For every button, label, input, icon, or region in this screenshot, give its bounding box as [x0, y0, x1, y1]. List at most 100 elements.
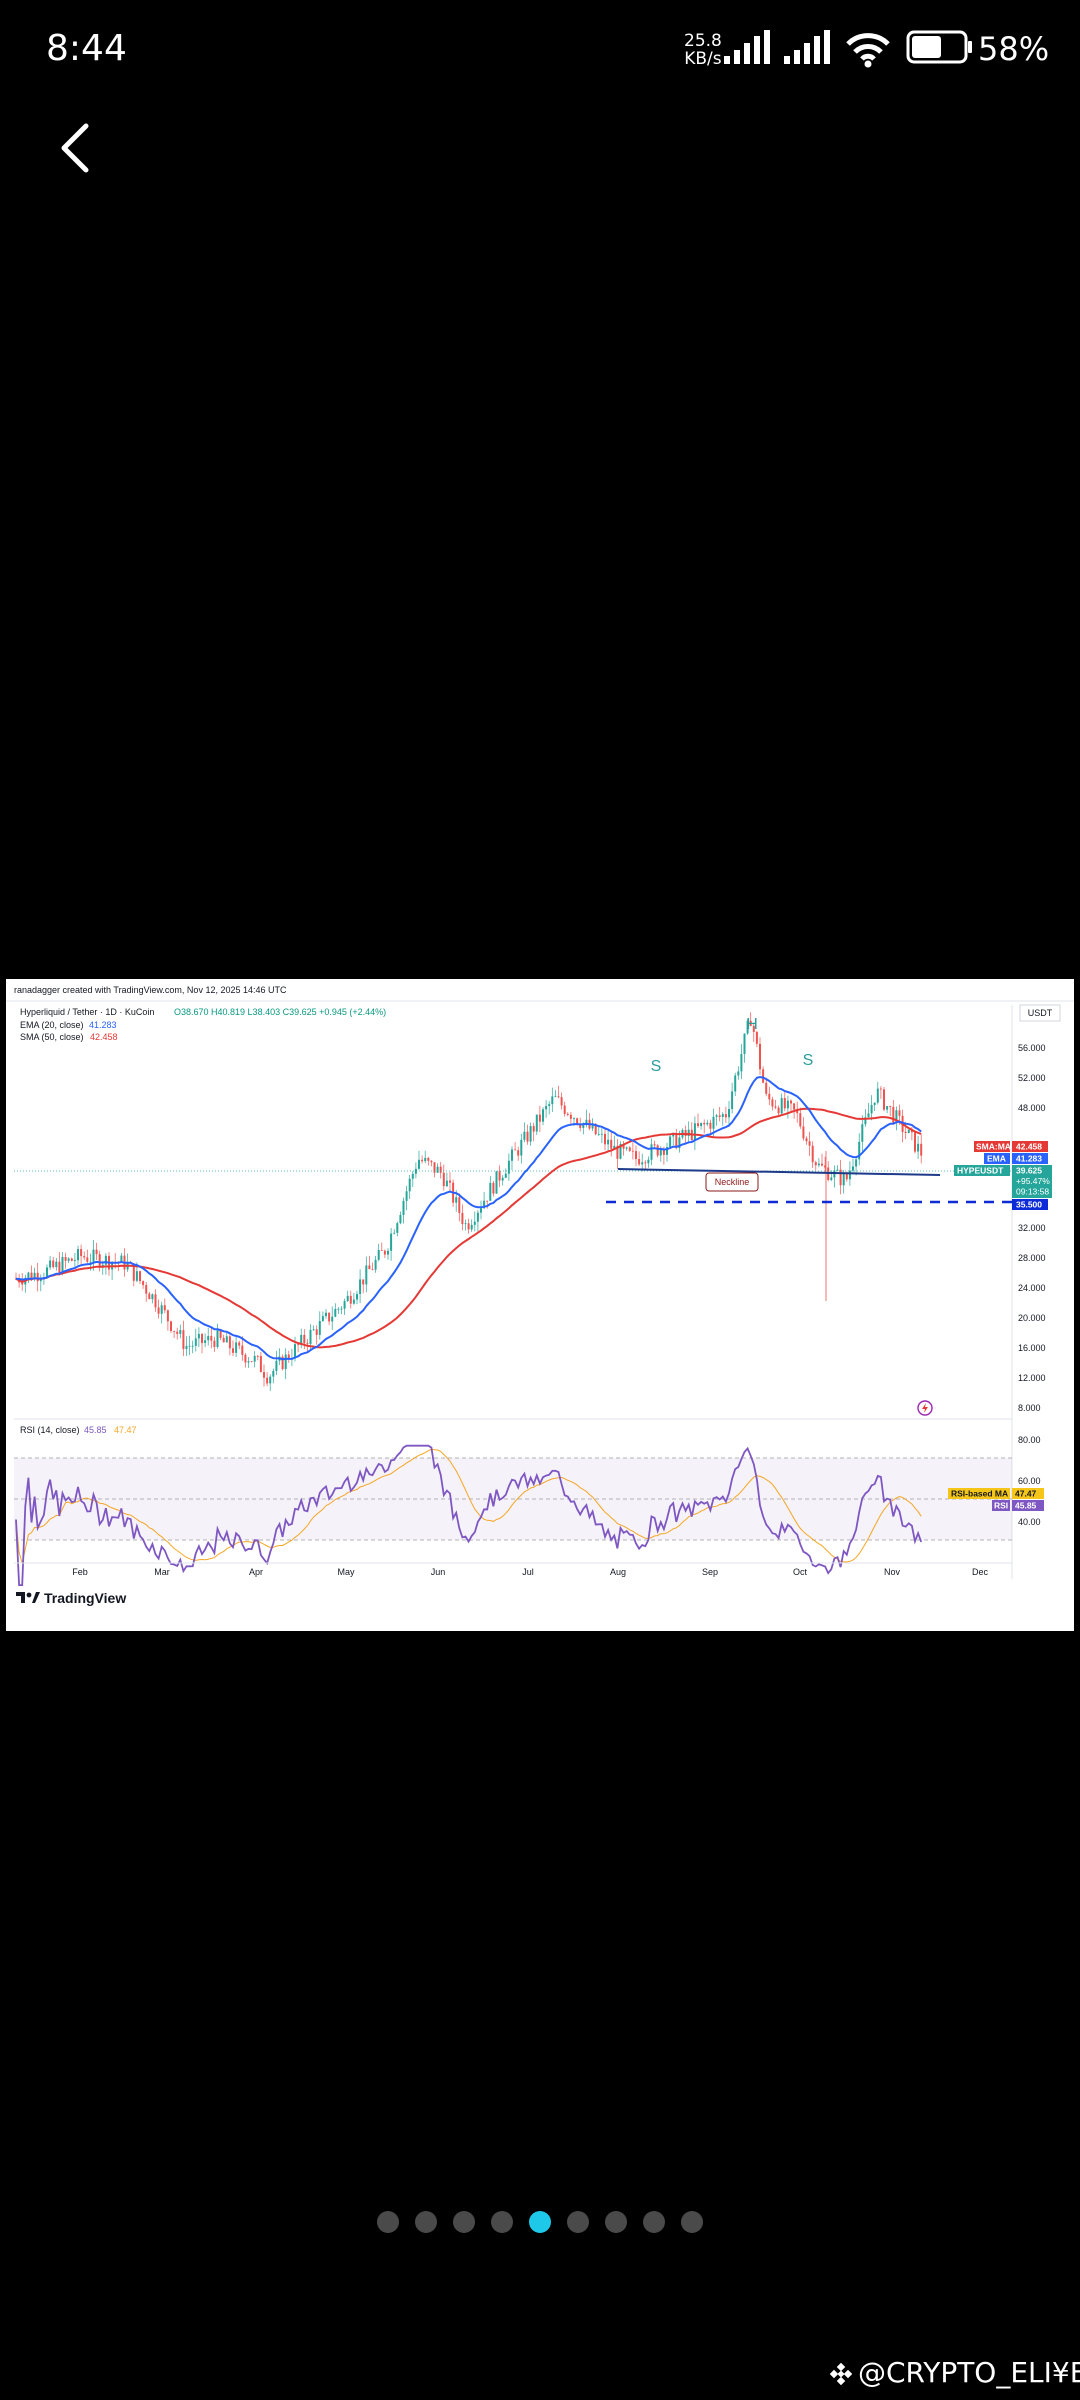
- candle: [557, 1096, 560, 1098]
- candle: [263, 1372, 265, 1378]
- candle: [197, 1333, 200, 1339]
- candle: [430, 1160, 433, 1163]
- pattern-shoulder-left: S: [651, 1058, 662, 1075]
- candle: [545, 1105, 548, 1110]
- symbol-tag: HYPEUSDT: [957, 1166, 1004, 1176]
- candle: [759, 1043, 761, 1070]
- price-tag-change: +95.47%: [1016, 1176, 1050, 1186]
- candle: [120, 1255, 123, 1263]
- candle: [266, 1377, 269, 1384]
- ema-tag-value: 41.283: [1016, 1154, 1042, 1164]
- candle: [483, 1200, 486, 1209]
- candle: [145, 1285, 148, 1294]
- candle: [703, 1122, 706, 1125]
- candle: [718, 1115, 721, 1117]
- candle: [848, 1170, 851, 1180]
- price-tag-value: 39.625: [1016, 1166, 1042, 1176]
- month-tick: Sep: [702, 1567, 718, 1577]
- candle: [486, 1200, 489, 1202]
- candle: [365, 1265, 368, 1285]
- candle: [672, 1133, 675, 1137]
- carousel-dot[interactable]: [453, 2211, 475, 2233]
- price-tick: 56.000: [1018, 1043, 1046, 1053]
- candle: [61, 1257, 64, 1273]
- candle: [39, 1279, 42, 1282]
- carousel-dot[interactable]: [377, 2211, 399, 2233]
- candle: [830, 1177, 833, 1180]
- candle: [151, 1294, 154, 1300]
- candle: [514, 1149, 517, 1151]
- candle: [889, 1106, 892, 1107]
- candle: [836, 1169, 839, 1171]
- tradingview-brand: TradingView: [44, 1590, 126, 1606]
- candle: [241, 1345, 244, 1355]
- candle: [780, 1098, 783, 1114]
- candle: [734, 1075, 737, 1092]
- candle: [67, 1258, 70, 1261]
- candle: [359, 1279, 362, 1294]
- pattern-shoulder-right: S: [803, 1052, 814, 1069]
- candle: [613, 1145, 616, 1149]
- tradingview-logo-icon: [16, 1592, 40, 1603]
- sma-line: [15, 1107, 922, 1349]
- carousel-dot[interactable]: [643, 2211, 665, 2233]
- candle: [864, 1117, 867, 1125]
- status-time: 8:44: [46, 28, 127, 69]
- candle: [473, 1221, 476, 1225]
- chart-image[interactable]: ranadagger created with TradingView.com,…: [6, 979, 1074, 1631]
- carousel-dot[interactable]: [529, 2211, 551, 2233]
- candle: [411, 1173, 414, 1179]
- candle: [219, 1330, 222, 1338]
- sma-tag-value: 42.458: [1016, 1142, 1042, 1152]
- carousel-dot[interactable]: [605, 2211, 627, 2233]
- month-tick: Jun: [431, 1567, 446, 1577]
- candle: [380, 1250, 383, 1251]
- carousel-dot[interactable]: [567, 2211, 589, 2233]
- candle: [216, 1330, 219, 1347]
- ema-legend-label: EMA (20, close): [20, 1020, 84, 1030]
- ema-legend-value: 41.283: [89, 1020, 117, 1030]
- candle: [641, 1162, 644, 1165]
- candle: [154, 1294, 157, 1308]
- month-tick: Dec: [972, 1567, 989, 1577]
- carousel-dot[interactable]: [681, 2211, 703, 2233]
- candle: [135, 1271, 138, 1281]
- network-speed: 25.8 KB/s: [684, 32, 722, 68]
- candle: [49, 1260, 52, 1268]
- candle: [86, 1257, 89, 1262]
- chart-symbol: Hyperliquid / Tether · 1D · KuCoin: [20, 1007, 154, 1017]
- candle: [368, 1265, 371, 1270]
- candle: [560, 1097, 563, 1106]
- candle: [817, 1163, 820, 1166]
- candle: [461, 1212, 464, 1225]
- candle: [907, 1129, 910, 1133]
- binance-logo-icon: [829, 2359, 853, 2386]
- candle: [535, 1114, 538, 1132]
- candle: [439, 1166, 442, 1173]
- candle: [194, 1338, 197, 1346]
- candle: [315, 1329, 318, 1335]
- month-tick: Mar: [154, 1567, 170, 1577]
- candle: [591, 1123, 594, 1129]
- candle: [139, 1271, 141, 1282]
- candle: [275, 1360, 278, 1371]
- candle: [442, 1172, 445, 1187]
- candle: [306, 1343, 309, 1344]
- candle: [697, 1123, 699, 1127]
- candle: [532, 1126, 535, 1132]
- back-button[interactable]: [50, 118, 110, 178]
- candle: [659, 1149, 662, 1156]
- candle: [30, 1272, 33, 1280]
- candle: [638, 1159, 641, 1165]
- candle: [839, 1169, 842, 1186]
- candle: [755, 1031, 758, 1044]
- carousel-dot[interactable]: [491, 2211, 513, 2233]
- status-bar: 8:44 25.8 KB/s 58%: [0, 0, 1080, 100]
- candle: [554, 1096, 557, 1098]
- pattern-head: H: [746, 1016, 758, 1033]
- candle: [98, 1254, 101, 1268]
- carousel-dot[interactable]: [415, 2211, 437, 2233]
- candle: [349, 1295, 352, 1304]
- candle: [504, 1173, 507, 1178]
- candle: [173, 1331, 176, 1332]
